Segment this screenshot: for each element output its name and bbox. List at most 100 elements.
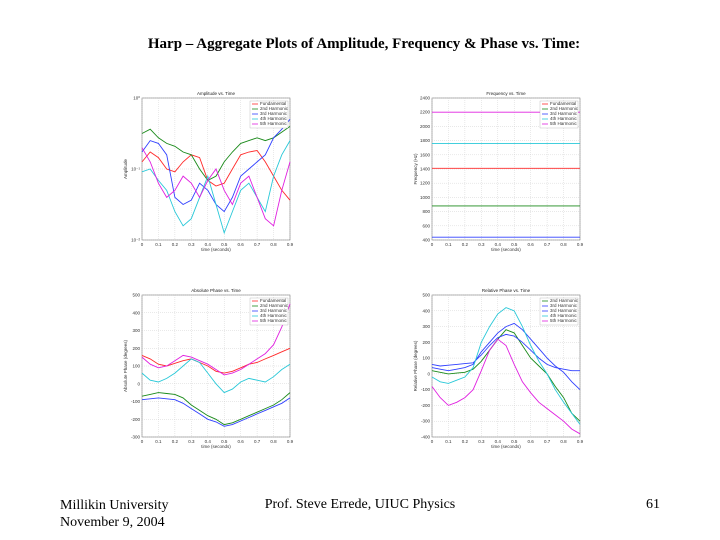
legend-label: 4th Harmonic bbox=[550, 116, 578, 121]
x-tick-label: 0.7 bbox=[544, 439, 551, 444]
y-axis-label: Relative Phase (degrees) bbox=[413, 340, 418, 391]
legend-label: 2nd Harmonic bbox=[260, 303, 289, 308]
legend-box bbox=[539, 100, 579, 129]
y-tick-label: 800 bbox=[422, 209, 430, 214]
y-tick-label: 10⁻¹ bbox=[131, 167, 140, 172]
x-axis-label: time (seconds) bbox=[201, 247, 231, 252]
x-tick-label: 0.5 bbox=[221, 242, 228, 247]
legend-label: 4th Harmonic bbox=[260, 313, 288, 318]
y-tick-label: -400 bbox=[421, 435, 431, 440]
x-tick-label: 0.3 bbox=[478, 439, 485, 444]
y-tick-label: -100 bbox=[421, 387, 431, 392]
legend-label: 2nd Harmonic bbox=[550, 298, 579, 303]
series-line bbox=[141, 140, 291, 235]
y-tick-label: 400 bbox=[132, 310, 140, 315]
x-tick-label: 0.6 bbox=[528, 242, 535, 247]
x-tick-label: 0.9 bbox=[287, 439, 294, 444]
x-tick-label: 0.3 bbox=[478, 242, 485, 247]
legend-label: 4th Harmonic bbox=[260, 116, 288, 121]
x-tick-label: 0.2 bbox=[172, 439, 179, 444]
y-axis-label: Absolute Phase (degrees) bbox=[123, 339, 128, 392]
legend-label: 2nd Harmonic bbox=[260, 106, 289, 111]
absolute-phase-chart: Absolute Phase vs. Time 0 0.1 0.2 0.3 0.4 0.5 0… bbox=[120, 285, 300, 455]
y-tick-label: 400 bbox=[422, 238, 430, 243]
series-line bbox=[431, 329, 581, 422]
legend-label: 5th Harmonic bbox=[550, 121, 578, 126]
x-tick-label: 0.9 bbox=[287, 242, 294, 247]
x-tick-label: 0.1 bbox=[445, 439, 452, 444]
x-tick-label: 0.3 bbox=[188, 242, 195, 247]
series-line bbox=[141, 150, 291, 201]
legend-label: 5th Harmonic bbox=[550, 318, 578, 323]
x-tick-label: 0.8 bbox=[560, 439, 567, 444]
y-tick-label: 200 bbox=[132, 346, 140, 351]
y-tick-label: 1000 bbox=[420, 195, 431, 200]
y-tick-label: 600 bbox=[422, 223, 430, 228]
y-tick-label: 10⁻² bbox=[131, 238, 140, 243]
series-line bbox=[141, 303, 291, 376]
x-tick-label: 0.8 bbox=[560, 242, 567, 247]
x-tick-label: 0.8 bbox=[270, 242, 277, 247]
x-tick-label: 0.6 bbox=[238, 242, 245, 247]
x-axis-label: time (seconds) bbox=[491, 247, 521, 252]
series-line bbox=[141, 358, 291, 394]
legend-label: Fundamental bbox=[260, 101, 286, 106]
x-tick-label: 0.1 bbox=[155, 242, 162, 247]
footer-author: Prof. Steve Errede, UIUC Physics bbox=[264, 497, 456, 512]
y-tick-label: -200 bbox=[421, 403, 431, 408]
page-number: 61 bbox=[646, 497, 660, 512]
y-tick-label: -300 bbox=[131, 435, 141, 440]
legend-box bbox=[249, 297, 289, 326]
x-tick-label: 0.1 bbox=[155, 439, 162, 444]
series-line bbox=[431, 322, 581, 391]
x-tick-label: 0.3 bbox=[188, 439, 195, 444]
series-line bbox=[141, 392, 291, 426]
y-tick-label: 300 bbox=[422, 324, 430, 329]
chart-title: Absolute Phase vs. Time bbox=[191, 288, 241, 293]
legend-label: Fundamental bbox=[550, 101, 576, 106]
y-tick-label: 1800 bbox=[420, 138, 431, 143]
chart-svg: Amplitude vs. Time 0 0.1 0.2 0.3 0.4 0.5 0.6 0.7… bbox=[123, 91, 294, 252]
x-tick-label: 0 bbox=[431, 242, 434, 247]
chart-svg: Frequency vs. Time 0 0.1 0.2 0.3 0.4 0.5 0.6 0.7… bbox=[413, 91, 584, 252]
x-tick-label: 0.2 bbox=[462, 242, 469, 247]
x-tick-label: 0 bbox=[431, 439, 434, 444]
x-tick-label: 0 bbox=[141, 439, 144, 444]
amplitude-chart: Amplitude vs. Time 0 0.1 0.2 0.3 0.4 0.5 0.6 0.7… bbox=[120, 88, 300, 258]
y-tick-label: 200 bbox=[422, 340, 430, 345]
legend-label: 3rd Harmonic bbox=[550, 111, 578, 116]
x-tick-label: 0.6 bbox=[528, 439, 535, 444]
footer-institution: Millikin University November 9, 2004 bbox=[60, 497, 169, 531]
series-line bbox=[431, 338, 581, 435]
y-tick-label: 10⁰ bbox=[133, 96, 140, 101]
x-tick-label: 0.7 bbox=[254, 439, 261, 444]
y-tick-label: -100 bbox=[131, 399, 141, 404]
frequency-chart: Frequency vs. Time 0 0.1 0.2 0.3 0.4 0.5 0.6 0.7… bbox=[410, 88, 590, 258]
legend-label: 3rd Harmonic bbox=[260, 111, 288, 116]
x-tick-label: 0.4 bbox=[205, 439, 212, 444]
y-tick-label: 2400 bbox=[420, 96, 431, 101]
y-tick-label: 0 bbox=[427, 371, 430, 376]
legend-box bbox=[249, 100, 289, 129]
y-tick-label: 300 bbox=[132, 328, 140, 333]
y-tick-label: 500 bbox=[422, 293, 430, 298]
x-tick-label: 0.2 bbox=[172, 242, 179, 247]
legend-label: 2nd Harmonic bbox=[550, 106, 579, 111]
x-tick-label: 0.6 bbox=[238, 439, 245, 444]
series-line bbox=[141, 126, 291, 181]
series-line bbox=[141, 147, 291, 227]
x-axis-label: time (seconds) bbox=[491, 444, 521, 449]
y-axis-label: Frequency (Hz) bbox=[413, 153, 418, 185]
x-tick-label: 0.4 bbox=[495, 242, 502, 247]
legend-label: 3rd Harmonic bbox=[260, 308, 288, 313]
y-tick-label: 2000 bbox=[420, 124, 431, 129]
slide-title: Harp – Aggregate Plots of Amplitude, Fre… bbox=[147, 36, 581, 52]
y-axis-label: Amplitude bbox=[123, 159, 128, 180]
x-tick-label: 0.5 bbox=[511, 439, 518, 444]
footer-university: Millikin University bbox=[60, 498, 169, 513]
legend-label: Fundamental bbox=[260, 298, 286, 303]
footer-date: November 9, 2004 bbox=[60, 515, 165, 530]
legend-label: 3rd Harmonic bbox=[550, 308, 578, 313]
y-tick-label: 1600 bbox=[420, 152, 431, 157]
x-tick-label: 0.5 bbox=[221, 439, 228, 444]
